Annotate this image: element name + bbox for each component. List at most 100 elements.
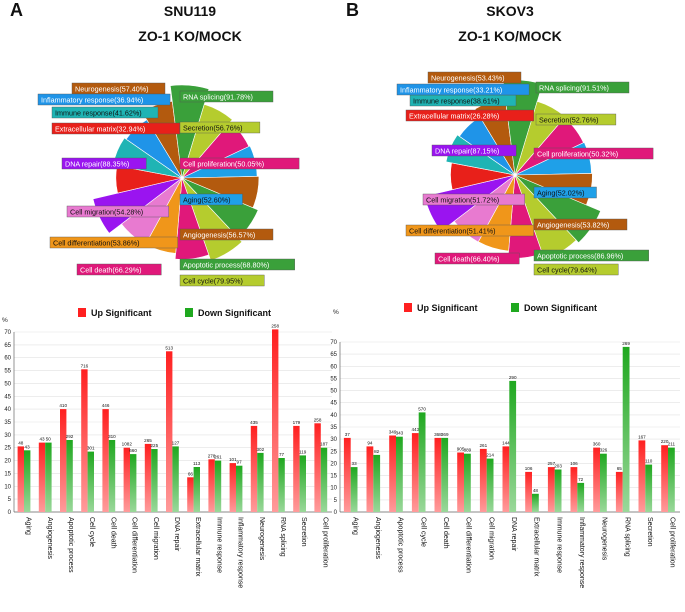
bar-up — [60, 409, 67, 512]
x-category-label: Angiogenesis — [374, 517, 381, 560]
cell-line-a: SNU119 — [163, 3, 217, 19]
bar-down — [108, 440, 116, 512]
pie-slice-label: Aging(52.02%) — [537, 189, 585, 198]
bar-down — [299, 455, 306, 512]
bar-count-label: 343 — [396, 431, 404, 436]
y-tick-label: 65 — [4, 343, 11, 349]
legend-label-up: Up Significant — [417, 303, 478, 313]
x-category-label: Aging — [25, 517, 32, 535]
bar-count-label: 261 — [214, 455, 222, 460]
bar-count-label: 179 — [293, 420, 301, 425]
x-category-label: Cell cycle — [419, 517, 426, 547]
y-tick-label: 25 — [330, 449, 337, 455]
bar-up — [102, 409, 109, 512]
bar-count-label: 258 — [271, 323, 279, 328]
legend: Up Significant Down Significant — [78, 308, 271, 318]
bar-up — [81, 369, 88, 512]
y-tick-label: 55 — [4, 369, 11, 375]
y-tick-label: 0 — [334, 510, 338, 516]
bar-up — [208, 459, 215, 512]
pie-slice-label: Cell death(66.40%) — [438, 255, 500, 264]
y-tick-label: 15 — [4, 471, 11, 477]
pie-label-box — [66, 205, 169, 218]
x-category-label: Cell differentiation — [465, 517, 472, 573]
bar-count-label: 889 — [464, 448, 472, 453]
y-tick-label: 0 — [8, 510, 12, 516]
x-category-label: DNA repair — [173, 517, 180, 552]
legend: Up Significant Down Significant — [404, 303, 597, 313]
y-tick-label: 5 — [8, 497, 12, 503]
x-category-label: Cell death — [109, 517, 116, 549]
pie-label-box — [533, 147, 654, 160]
bar-up — [457, 452, 464, 512]
pie-label-box — [422, 193, 525, 206]
bar-count-label: 269 — [622, 341, 630, 346]
pie-label-box — [533, 263, 619, 276]
bar-down — [577, 482, 585, 512]
pie-label-box — [533, 218, 628, 231]
pie-label-box — [405, 109, 535, 122]
bar-count-label: 278 — [208, 453, 216, 458]
bar-count-label: 225 — [150, 443, 158, 448]
x-category-label: Secretion — [646, 517, 653, 547]
bar-count-label: 43 — [39, 437, 45, 442]
pie-label-box — [427, 71, 522, 84]
pie-slice-label: Neurogenesis(57.40%) — [75, 85, 149, 94]
pie-label-box — [76, 263, 162, 276]
legend-swatch-up — [404, 303, 412, 312]
pie-slice-label: Angiogenesis(56.57%) — [183, 231, 255, 240]
pie-slice-label: DNA repair(87.15%) — [435, 147, 499, 156]
bar-count-label: 570 — [418, 406, 426, 411]
bar-down — [668, 447, 675, 512]
bar-down — [45, 442, 52, 512]
bar-chart-B: 0 5 10 15 20 25 30 35 40 45 50 55 60 65 70% Up Signific… — [330, 303, 680, 588]
y-tick-label: 10 — [330, 486, 337, 492]
bar-count-label: 211 — [668, 442, 676, 447]
bar-down — [532, 493, 539, 512]
bar-count-label: 167 — [638, 434, 646, 439]
x-category-label: RNA splicing — [279, 517, 286, 557]
x-category-label: Inflammatory response — [237, 517, 244, 588]
legend-swatch-up — [78, 308, 86, 317]
y-tick-label: 45 — [330, 401, 337, 407]
cell-line-b: SKOV3 — [486, 3, 534, 19]
bar-count-label: 127 — [172, 440, 180, 445]
x-category-label: Apoptotic process — [397, 517, 404, 573]
legend-swatch-down — [185, 308, 193, 317]
pie-slice-label: Extracellular matrix(26.28%) — [409, 112, 499, 121]
bar-down — [373, 454, 381, 512]
bar-count-label: 310 — [108, 434, 116, 439]
bar-down — [151, 449, 158, 512]
x-category-label: RNA splicing — [623, 517, 630, 557]
pie-slice-label: Extracellular matrix(32.94%) — [55, 125, 145, 134]
bar-down — [464, 453, 471, 512]
pie-slice-label: Immune response(41.62%) — [55, 109, 142, 118]
bar-count-label: 72 — [578, 477, 584, 482]
pie-label-box — [179, 274, 265, 287]
bar-count-label: 77 — [279, 452, 285, 457]
bar-count-label: 203 — [554, 464, 562, 469]
pie-slice-label: Cell differentiation(51.41%) — [409, 227, 496, 236]
bar-down — [66, 440, 73, 512]
bar-up — [187, 477, 194, 512]
panel-title-b: SKOV3 ZO-1 KO/MOCK — [410, 0, 610, 48]
y-tick-label: 50 — [330, 389, 337, 395]
bar-count-label: 261 — [479, 443, 487, 448]
bar-count-label: 33 — [352, 461, 358, 466]
bar-up — [166, 351, 173, 512]
bar-down — [236, 465, 243, 512]
pie-slice-label: Apoptotic process(86.96%) — [537, 252, 623, 261]
bar-count-label: 65 — [617, 466, 623, 471]
bar-up — [250, 425, 258, 512]
pie-label-box — [51, 106, 159, 119]
bar-count-label: 1082 — [122, 442, 133, 447]
x-category-label: Immune response — [215, 517, 222, 573]
bar-down — [87, 451, 94, 512]
bar-count-label: 110 — [645, 459, 653, 464]
bar-down — [396, 436, 403, 512]
y-tick-label: 55 — [330, 376, 337, 382]
bar-up — [17, 446, 24, 512]
pie-label-box — [431, 144, 517, 157]
x-category-label: Cell differentiation — [131, 517, 138, 573]
comparison-b: ZO-1 KO/MOCK — [458, 28, 562, 44]
